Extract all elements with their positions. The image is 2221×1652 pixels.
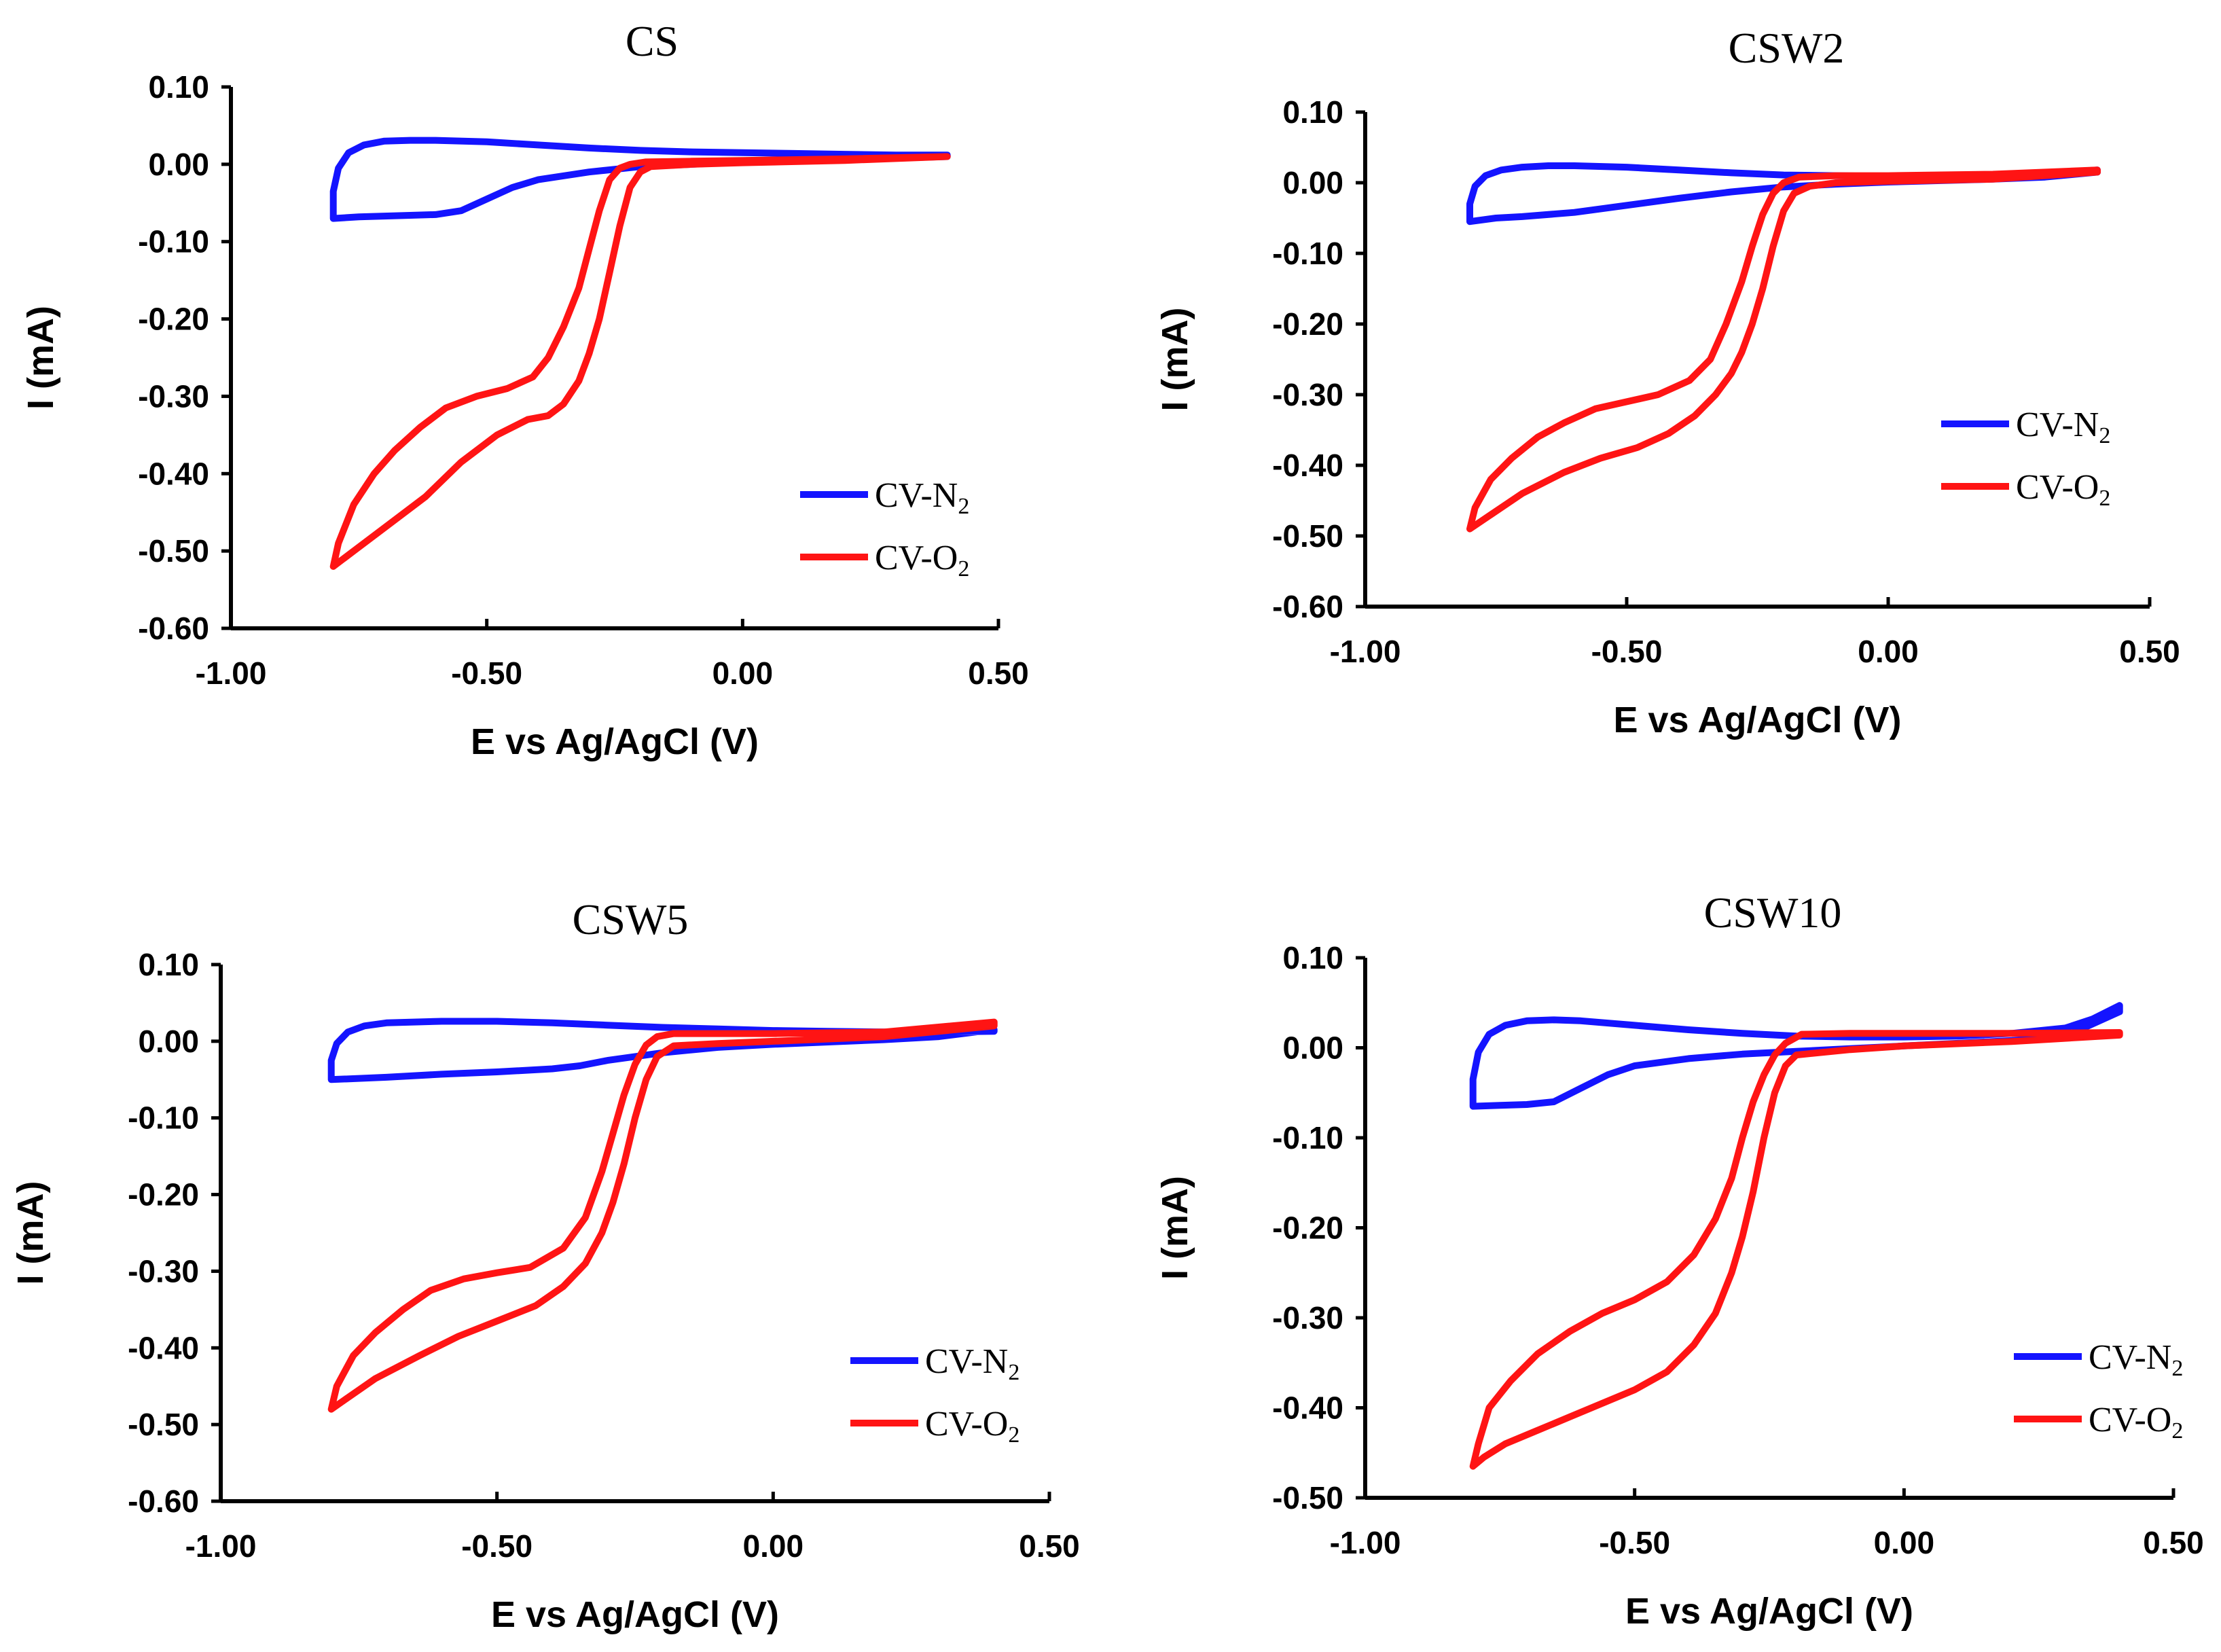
y-tick-label: -0.50: [138, 533, 209, 569]
legend-label-main: CV-N: [875, 476, 958, 515]
x-tick-label: 0.50: [2119, 634, 2180, 669]
legend-label-subscript: 2: [2171, 1356, 2183, 1381]
x-axis-label: E vs Ag/AgCl (V): [471, 721, 759, 762]
chart-panel-csw5: CSW5 0.10 0.00 -0.10 -0.20 -0.30 -0.40 -0.50 -0.…: [10, 895, 1080, 1635]
series-line-cv-o2: [327, 1018, 998, 1413]
series-line-cv-o2: [329, 153, 951, 570]
y-tick-label: -0.20: [138, 302, 209, 337]
y-tick-label: -0.30: [128, 1253, 199, 1289]
legend-label: CV-N2: [875, 476, 969, 519]
y-tick-label: 0.10: [1282, 94, 1343, 130]
x-tick-label: 0.00: [712, 656, 774, 691]
y-tick-label: -0.50: [1272, 1480, 1343, 1515]
series-line-cv-n2: [1469, 1002, 2123, 1110]
legend-label-main: CV-N: [2016, 406, 2099, 444]
legend-label-subscript: 2: [958, 556, 969, 581]
y-axis-label: I (mA): [1155, 308, 1195, 412]
y-tick-label: -0.30: [1272, 1300, 1343, 1335]
y-tick-label: -0.40: [138, 456, 209, 491]
chart-panel-csw10: CSW10 0.10 0.00 -0.10 -0.20 -0.30 -0.40 -0.50 -1…: [1155, 888, 2204, 1632]
y-tick-label: -0.60: [138, 611, 209, 646]
legend-label-main: CV-O: [2089, 1401, 2171, 1439]
x-tick-label: -0.50: [461, 1528, 532, 1564]
legend-label-main: CV-N: [925, 1342, 1008, 1381]
y-tick-label: -0.50: [128, 1407, 199, 1442]
legend-label-subscript: 2: [2171, 1418, 2183, 1443]
legend-label-subscript: 2: [958, 494, 969, 519]
y-tick-label: 0.10: [148, 69, 209, 105]
chart-title-csw10: CSW10: [1704, 888, 1842, 937]
y-tick-label: 0.10: [138, 947, 199, 982]
legend-label: CV-N2: [925, 1342, 1019, 1385]
x-tick-label: 0.50: [968, 656, 1029, 691]
x-tick-label: 0.50: [1019, 1528, 1080, 1564]
chart-title-cs: CS: [626, 17, 679, 65]
legend-label-main: CV-O: [875, 539, 958, 577]
y-tick-label: -0.40: [1272, 1390, 1343, 1426]
y-tick-label: -0.40: [128, 1330, 199, 1365]
chart-title-csw5: CSW5: [573, 895, 689, 944]
y-tick-label: -0.20: [128, 1177, 199, 1213]
x-tick-label: -1.00: [185, 1528, 257, 1564]
x-tick-label: -0.50: [1599, 1525, 1670, 1560]
y-tick-label: 0.10: [1282, 940, 1343, 975]
y-tick-label: -0.10: [1272, 236, 1343, 271]
chart-title-csw2: CSW2: [1729, 24, 1845, 72]
y-axis-label: I (mA): [20, 306, 61, 410]
x-tick-label: -1.00: [1330, 1525, 1401, 1560]
x-tick-label: -1.00: [196, 656, 267, 691]
y-axis-label: I (mA): [1155, 1176, 1195, 1280]
y-tick-label: -0.40: [1272, 448, 1343, 483]
y-tick-label: -0.30: [138, 378, 209, 414]
chart-panel-csw2: CSW2 0.10 0.00 -0.10 -0.20 -0.30 -0.40 -0.50 -0.…: [1155, 24, 2180, 740]
legend-label: CV-O2: [925, 1405, 1019, 1448]
x-tick-label: 0.50: [2143, 1525, 2204, 1560]
y-tick-label: -0.10: [138, 224, 209, 259]
y-tick-label: -0.60: [1272, 589, 1343, 624]
legend-label-main: CV-O: [925, 1405, 1008, 1443]
legend-label: CV-O2: [2089, 1401, 2183, 1443]
y-axis-label: I (mA): [10, 1181, 51, 1285]
x-axis-label: E vs Ag/AgCl (V): [1613, 700, 1901, 740]
x-tick-label: -0.50: [451, 656, 522, 691]
legend-label-subscript: 2: [2099, 486, 2110, 511]
y-tick-label: 0.00: [148, 147, 209, 182]
x-tick-label: -0.50: [1591, 634, 1663, 669]
y-tick-label: 0.00: [1282, 1030, 1343, 1066]
x-tick-label: 0.00: [1874, 1525, 1935, 1560]
legend-label-main: CV-O: [2016, 468, 2099, 507]
x-tick-label: 0.00: [1858, 634, 1919, 669]
series-line-cv-n2: [329, 137, 951, 222]
x-axis-label: E vs Ag/AgCl (V): [1625, 1591, 1913, 1632]
y-tick-label: -0.20: [1272, 1210, 1343, 1246]
legend-label-subscript: 2: [1008, 1360, 1019, 1385]
legend-label: CV-O2: [875, 539, 969, 581]
y-tick-label: -0.50: [1272, 518, 1343, 554]
y-tick-label: -0.30: [1272, 377, 1343, 412]
x-axis-label: E vs Ag/AgCl (V): [491, 1594, 779, 1635]
y-tick-label: 0.00: [138, 1024, 199, 1059]
y-tick-label: 0.00: [1282, 165, 1343, 200]
legend-label-main: CV-N: [2089, 1338, 2171, 1377]
y-tick-label: -0.20: [1272, 306, 1343, 342]
x-tick-label: 0.00: [743, 1528, 804, 1564]
series-line-cv-o2: [1469, 1029, 2123, 1470]
legend-label: CV-O2: [2016, 468, 2110, 511]
chart-panel-cs: CS 0.10 0.00 -0.10 -0.20 -0.30 -0.40 -0.50 -0.60…: [20, 17, 1029, 762]
y-tick-label: -0.10: [128, 1100, 199, 1136]
x-tick-label: -1.00: [1330, 634, 1401, 669]
legend-label: CV-N2: [2016, 406, 2110, 448]
legend-label-subscript: 2: [1008, 1422, 1019, 1448]
series-line-cv-o2: [1466, 166, 2101, 533]
y-tick-label: -0.10: [1272, 1120, 1343, 1155]
legend-label-subscript: 2: [2099, 423, 2110, 448]
legend-label: CV-N2: [2089, 1338, 2183, 1381]
y-tick-label: -0.60: [128, 1484, 199, 1519]
